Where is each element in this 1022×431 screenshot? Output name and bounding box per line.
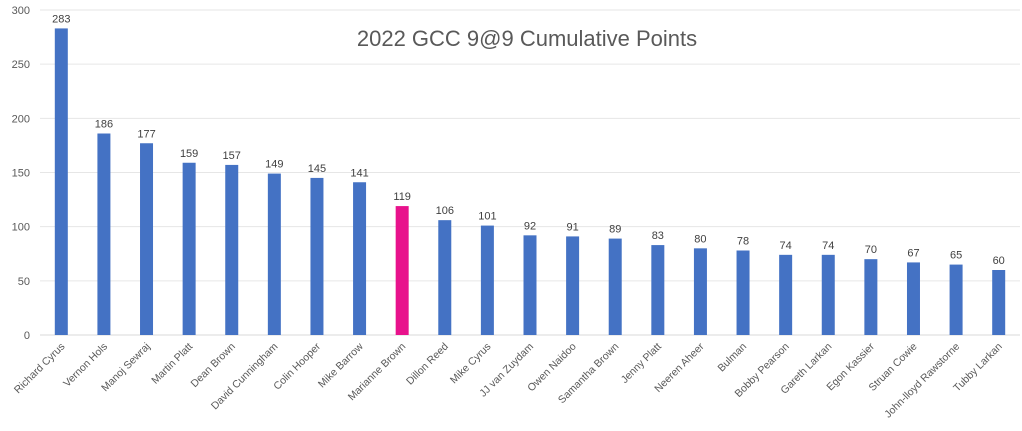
data-label: 92 (524, 220, 536, 232)
bar (736, 250, 750, 335)
data-label: 74 (780, 240, 792, 252)
y-tick-label: 250 (12, 59, 30, 71)
y-tick-label: 100 (12, 222, 30, 234)
bar (353, 182, 367, 335)
bar (608, 238, 622, 335)
data-label: 283 (52, 13, 70, 25)
data-label: 65 (950, 250, 962, 262)
bar (54, 28, 68, 336)
category-label: Jenny Platt (619, 341, 664, 386)
bar (864, 259, 878, 335)
bar (480, 225, 494, 335)
chart-title: 2022 GCC 9@9 Cumulative Points (357, 26, 697, 51)
bar (140, 143, 154, 335)
bar (310, 177, 324, 335)
bar (992, 270, 1006, 335)
category-label: Bulman (715, 341, 749, 375)
bar (693, 248, 707, 335)
bar (225, 164, 239, 335)
bar (651, 245, 665, 335)
data-label: 70 (865, 244, 877, 256)
data-label: 83 (652, 230, 664, 242)
category-label: Richard Cyrus (12, 341, 68, 397)
bar (779, 254, 793, 335)
data-label: 101 (478, 211, 496, 223)
bar (267, 173, 281, 335)
category-label: Mike Cyrus (448, 341, 494, 387)
data-label: 149 (265, 159, 283, 171)
bar (949, 264, 963, 335)
y-tick-label: 0 (24, 330, 30, 342)
category-label: John-lloyd Rawstorne (882, 341, 962, 421)
data-label: 89 (609, 224, 621, 236)
data-label: 177 (137, 128, 155, 140)
data-label: 60 (993, 255, 1005, 267)
data-label: 91 (566, 221, 578, 233)
bar (182, 162, 196, 335)
bar (906, 262, 920, 335)
bar (97, 133, 111, 335)
data-labels: 283 186 177 159 157 149 145 141 119 106 101 92 91 89 8… (52, 13, 1005, 267)
data-label: 141 (350, 167, 368, 179)
data-label: 145 (308, 163, 326, 175)
data-label: 74 (822, 240, 834, 252)
data-label: 159 (180, 148, 198, 160)
category-label: Martin Platt (149, 341, 195, 387)
bar (395, 206, 409, 335)
data-label: 157 (223, 150, 241, 162)
data-label: 186 (95, 119, 113, 131)
bar (566, 236, 580, 335)
data-label: 78 (737, 236, 749, 248)
y-tick-label: 50 (18, 276, 30, 288)
data-label: 106 (436, 205, 454, 217)
category-label: Dillon Reed (404, 341, 451, 388)
data-label: 119 (393, 191, 411, 203)
gridlines (40, 9, 1020, 336)
y-axis-ticks: 0 50 100 150 200 250 300 (12, 5, 30, 342)
bar (821, 254, 835, 335)
y-tick-label: 300 (12, 5, 30, 17)
data-label: 80 (694, 233, 706, 245)
data-label: 67 (907, 247, 919, 259)
bars (54, 28, 1006, 336)
bar (438, 220, 452, 335)
y-tick-label: 200 (12, 113, 30, 125)
bar (523, 235, 537, 335)
y-tick-label: 150 (12, 168, 30, 180)
